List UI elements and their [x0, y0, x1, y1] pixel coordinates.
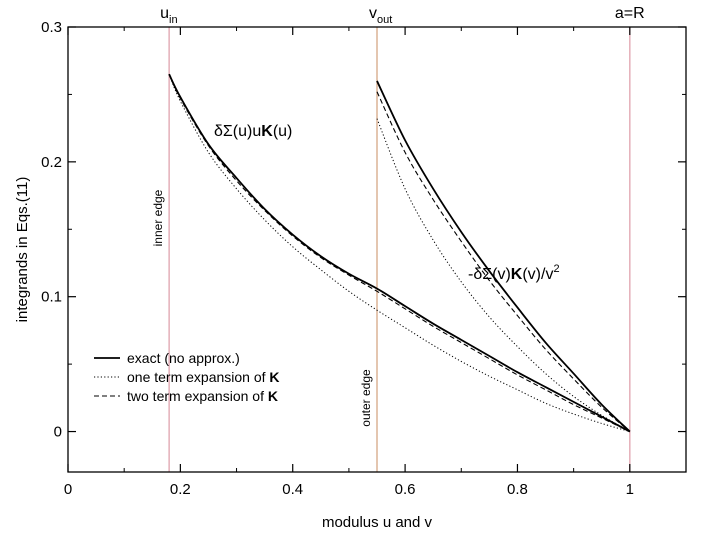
series-line-outer-two-term — [376, 91, 631, 432]
side-label-0: inner edge — [151, 189, 165, 246]
top-label-1: vout — [369, 5, 392, 26]
y-tick-label-0: 0 — [54, 424, 62, 441]
top-label-0: uin — [160, 5, 177, 26]
series-line-outer-exact — [376, 80, 631, 433]
plot-frame — [67, 26, 687, 473]
axis-ticks: 0 0.2 0.4 0.6 0.8 1 0 0.1 0.2 0.3 — [41, 19, 686, 498]
top-label-2: a=R — [615, 5, 645, 22]
series-line-inner-one-term — [168, 74, 630, 433]
x-tick-label-2: 0.4 — [282, 481, 303, 498]
legend-label-dotted: one term expansion of K — [127, 369, 280, 385]
curve-label-inner: δΣ(u)uK(u) — [214, 123, 292, 140]
series-line-inner-two-term — [168, 73, 631, 433]
series-line-inner-exact — [168, 73, 631, 433]
x-tick-label-1: 0.2 — [170, 481, 191, 498]
y-tick-label-2: 0.2 — [41, 154, 62, 171]
annotations: uin inner edge vout outer edge a=R δΣ(u)uK(u)… — [151, 5, 645, 427]
legend: exact (no approx.) one term expansion of … — [94, 350, 280, 404]
y-tick-label-1: 0.1 — [41, 289, 62, 306]
reference-lines — [168, 27, 631, 472]
x-axis-title: modulus u and v — [322, 514, 433, 531]
series-layer — [168, 73, 631, 433]
legend-label-solid: exact (no approx.) — [127, 350, 240, 366]
y-axis-title: integrands in Eqs.(11) — [14, 177, 31, 323]
side-label-1: outer edge — [359, 369, 373, 427]
x-tick-label-3: 0.6 — [395, 481, 416, 498]
x-tick-label-0: 0 — [64, 481, 72, 498]
y-tick-label-3: 0.3 — [41, 19, 62, 36]
x-tick-label-4: 0.8 — [507, 481, 528, 498]
curve-label-outer: -δΣ(v)K(v)/v2 — [468, 263, 560, 283]
x-tick-label-5: 1 — [626, 481, 634, 498]
legend-label-dashed: two term expansion of K — [127, 388, 278, 404]
